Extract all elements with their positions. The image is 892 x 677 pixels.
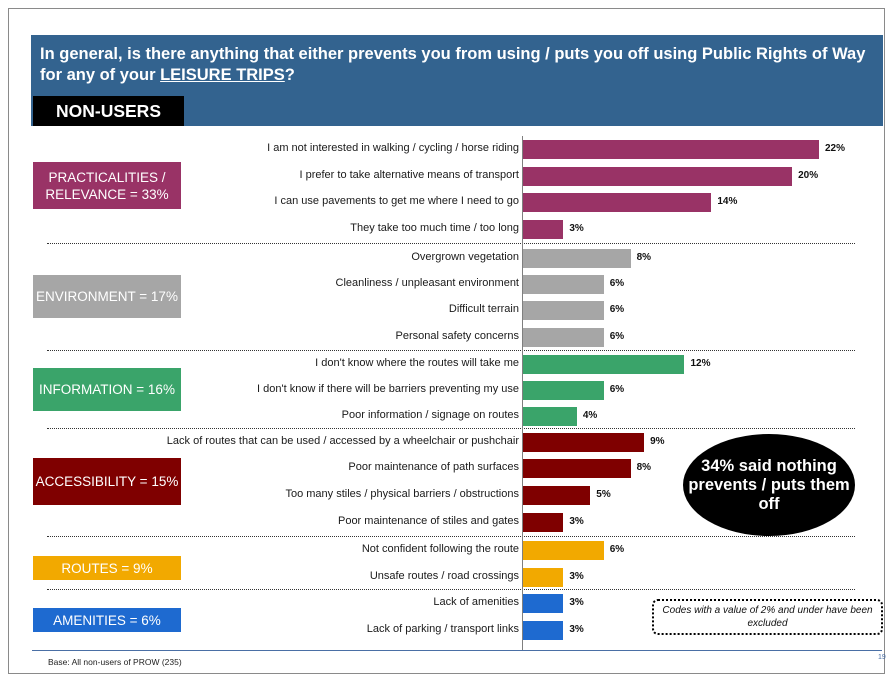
exclusion-note: Codes with a value of 2% and under have … — [652, 599, 883, 635]
category-box: ENVIRONMENT = 17% — [33, 275, 181, 318]
bar — [523, 140, 819, 159]
group-separator — [47, 536, 855, 537]
group-separator — [47, 243, 855, 244]
base-note: Base: All non-users of PROW (235) — [48, 657, 182, 667]
bar-label: Unsafe routes / road crossings — [369, 570, 519, 582]
chart-title: In general, is there anything that eithe… — [40, 45, 866, 84]
y-axis-line — [522, 136, 523, 650]
bar — [523, 301, 604, 320]
bar-label: Cleanliness / unpleasant environment — [335, 277, 519, 289]
data-label: 3% — [569, 624, 584, 635]
bar-label: I don't know where the routes will take … — [315, 357, 519, 369]
data-label: 9% — [650, 436, 665, 447]
bar-label: Lack of parking / transport links — [366, 623, 519, 635]
bar-label: Poor maintenance of path surfaces — [348, 461, 519, 473]
bar — [523, 381, 604, 400]
category-box: ACCESSIBILITY = 15% — [33, 458, 181, 505]
bar — [523, 407, 577, 426]
bar-label: Difficult terrain — [448, 303, 519, 315]
bar-label: Lack of routes that can be used / access… — [166, 435, 519, 447]
segment-badge: NON-USERS — [33, 96, 184, 126]
data-label: 20% — [798, 170, 819, 181]
data-label: 12% — [690, 358, 711, 369]
bar — [523, 486, 591, 505]
data-label: 3% — [569, 223, 584, 234]
callout-bubble: 34% said nothing prevents / puts them of… — [683, 434, 855, 536]
bar-label: Lack of amenities — [433, 596, 519, 608]
bar-label: I don't know if there will be barriers p… — [257, 383, 519, 395]
data-label: 5% — [596, 489, 611, 500]
footer-rule — [32, 650, 882, 651]
data-label: 3% — [569, 597, 584, 608]
bar — [523, 513, 564, 532]
bar — [523, 328, 604, 347]
data-label: 6% — [609, 331, 625, 342]
bar — [523, 167, 793, 186]
bar — [523, 621, 564, 640]
bar-label: Poor maintenance of stiles and gates — [337, 515, 519, 527]
data-label: 6% — [609, 278, 625, 289]
group-separator — [47, 350, 855, 351]
category-box: PRACTICALITIES / RELEVANCE = 33% — [33, 162, 181, 209]
bar — [523, 594, 564, 613]
data-label: 8% — [636, 252, 652, 263]
data-label: 22% — [825, 143, 846, 154]
bar-label: I can use pavements to get me where I ne… — [274, 195, 519, 207]
bar-label: Not confident following the route — [361, 543, 519, 555]
data-label: 6% — [609, 304, 625, 315]
page-number: 19 — [878, 654, 886, 661]
bar — [523, 220, 564, 239]
bar-label: Poor information / signage on routes — [341, 409, 519, 421]
bar-label: Overgrown vegetation — [411, 251, 519, 263]
category-box: AMENITIES = 6% — [33, 608, 181, 632]
bar-label: Personal safety concerns — [395, 330, 519, 342]
group-separator — [47, 428, 855, 429]
bar-label: Too many stiles / physical barriers / ob… — [285, 488, 519, 500]
data-label: 4% — [582, 410, 598, 421]
bar-label: I am not interested in walking / cycling… — [267, 142, 519, 154]
group-separator — [47, 589, 855, 590]
bar — [523, 193, 712, 212]
bar — [523, 355, 685, 374]
bar-label: I prefer to take alternative means of tr… — [299, 169, 519, 181]
data-label: 6% — [609, 384, 625, 395]
data-label: 3% — [569, 516, 584, 527]
bar — [523, 275, 604, 294]
bar-label: They take too much time / too long — [350, 222, 519, 234]
bar — [523, 541, 604, 560]
bar — [523, 433, 645, 452]
category-box: INFORMATION = 16% — [33, 368, 181, 411]
bar — [523, 568, 564, 587]
bar — [523, 459, 631, 478]
data-label: 6% — [609, 544, 625, 555]
data-label: 3% — [569, 571, 584, 582]
category-box: ROUTES = 9% — [33, 556, 181, 580]
data-label: 8% — [636, 462, 652, 473]
bar — [523, 249, 631, 268]
data-label: 14% — [717, 196, 738, 207]
